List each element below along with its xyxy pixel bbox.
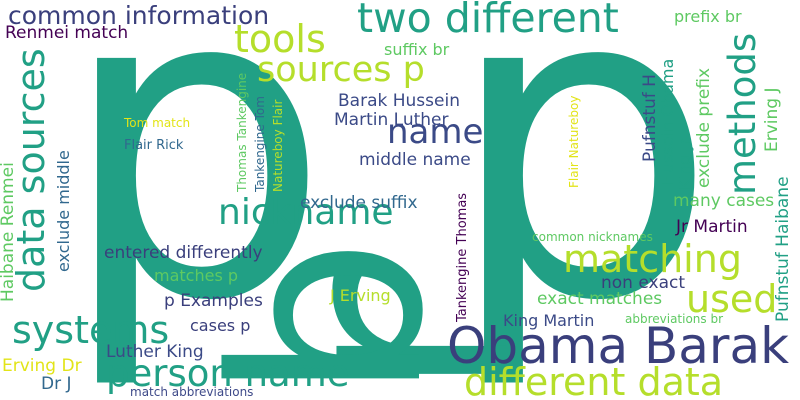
word-exclude-middle: exclude middle xyxy=(54,150,73,272)
word-p-giant-left: p xyxy=(58,0,331,395)
word-exact-matches: exact matches xyxy=(537,289,663,309)
word-martin-luther: Martin Luther xyxy=(334,110,449,130)
word-exclude-suffix: exclude suffix xyxy=(300,193,418,213)
word-common-information: common information xyxy=(8,1,270,30)
word-tools: tools xyxy=(234,17,326,61)
word-jr-martin: Jr Martin xyxy=(676,217,748,237)
word-tankengine-tom: Tankengine Tom xyxy=(253,96,267,192)
word-middle-name: middle name xyxy=(359,150,471,170)
word-prefix-br: prefix br xyxy=(674,7,742,26)
word-match-abbreviations: match abbreviations xyxy=(130,385,254,399)
word-systems: systems xyxy=(12,308,170,352)
word-tankengine-thomas: Tankengine Thomas xyxy=(455,192,470,322)
word-p-examples: p Examples xyxy=(164,291,263,311)
word-obama-barak: Obama Barak xyxy=(447,317,790,375)
word-two-different: two different xyxy=(357,0,619,42)
word-methods: methods xyxy=(721,32,764,195)
word-cases-p: cases p xyxy=(190,316,251,335)
word-p-giant-right: p xyxy=(445,0,718,395)
word-hussein-obama: Hussein Obama xyxy=(658,58,677,185)
word-exclude-prefix: exclude prefix xyxy=(694,67,714,188)
word-used: used xyxy=(686,277,778,321)
word-entered-differently: entered differently xyxy=(104,243,263,263)
word-flair-rick: Flair Rick xyxy=(124,138,184,153)
word-thomas-tankengine: Thomas Tankengine xyxy=(235,72,249,192)
word-many-cases: many cases xyxy=(673,191,775,211)
word-king-jr: King Jr xyxy=(675,138,694,190)
word-renmei-match: Renmei match xyxy=(5,23,129,43)
word-sources-p: sources p xyxy=(257,50,425,90)
word-person-name: person name xyxy=(106,352,350,395)
word-suffix-br: suffix br xyxy=(384,40,450,59)
word-king-martin: King Martin xyxy=(503,311,595,330)
word-different-data: different data xyxy=(464,360,724,400)
word-abbreviations-br: abbreviations br xyxy=(625,312,724,326)
word-non-exact: non exact xyxy=(601,273,686,293)
word-haibane-renmei: Haibane Renmei xyxy=(0,162,18,302)
word-name: name xyxy=(387,112,484,152)
word-pufnstuf-haibane: Pufnstuf Haibane xyxy=(773,176,793,322)
word-tom-match: Tom match xyxy=(124,116,191,130)
word-matching: matching xyxy=(563,237,742,281)
word-flair-natureboy: Flair Natureboy xyxy=(567,95,581,188)
word-common-nicknames: common nicknames xyxy=(532,230,653,244)
word-luther-king: Luther King xyxy=(106,342,204,362)
word-pufnstuf-h: Pufnstuf H xyxy=(640,74,660,162)
word-j-erving: J Erving xyxy=(330,286,391,305)
word-natureboy-flair: Natureboy Flair xyxy=(271,99,285,192)
word-barak-hussein: Barak Hussein xyxy=(338,91,460,111)
word-dr-j: Dr J xyxy=(41,374,72,394)
word-erving-dr: Erving Dr xyxy=(2,356,82,376)
word-matches-p: matches p xyxy=(154,266,239,285)
word-erving-j: Erving J xyxy=(762,87,782,153)
word-nickname: nickname xyxy=(218,192,394,233)
